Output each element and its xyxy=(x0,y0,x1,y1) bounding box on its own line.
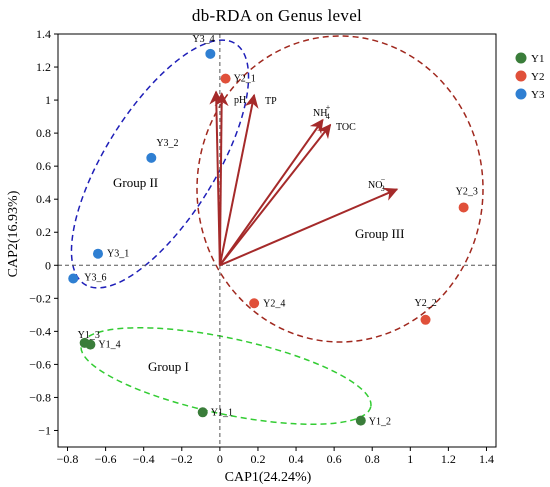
sample-point xyxy=(197,407,208,418)
x-tick-label: −0.6 xyxy=(95,452,117,466)
y-axis-label: CAP2(16.93%) xyxy=(6,190,21,277)
sample-point-label: Y3_2 xyxy=(156,138,178,149)
sample-point-label: Y3_1 xyxy=(107,249,129,260)
y-tick-label: −0.8 xyxy=(29,390,51,404)
sample-point-label: Y2_3 xyxy=(456,186,478,197)
sample-point-label: Y1_2 xyxy=(369,417,391,428)
sample-point xyxy=(85,339,96,350)
group-ellipse xyxy=(196,35,484,343)
chart-title: db-RDA on Genus level xyxy=(192,6,362,25)
legend: Y1 Y2 Y3 xyxy=(515,52,545,101)
group-label: Group III xyxy=(355,226,404,241)
x-axis-label: CAP1(24.24%) xyxy=(225,470,312,485)
y-tick-label: 1.2 xyxy=(36,60,51,74)
y-tick-label: 0.6 xyxy=(36,159,51,173)
env-vector-labels: pH TP NH+ 4 TOC NO− 3 xyxy=(234,95,386,193)
x-tick-label: 0.6 xyxy=(327,452,342,466)
sample-point xyxy=(146,152,157,163)
y-tick-label: 1 xyxy=(45,93,51,107)
sample-point-label: Y2_1 xyxy=(234,74,256,85)
sample-point xyxy=(68,273,79,284)
env-label-nh4: NH+ 4 xyxy=(313,103,331,121)
plot-frame xyxy=(57,33,497,448)
sample-point xyxy=(355,415,366,426)
y-tick-label: −0.2 xyxy=(29,291,51,305)
y-tick-label: 0.2 xyxy=(36,225,51,239)
legend-marker xyxy=(515,52,527,64)
x-tick-label: 0.4 xyxy=(289,452,304,466)
sample-point-label: Y3_6 xyxy=(84,272,106,283)
x-tick-label: 1 xyxy=(407,452,413,466)
env-vector-arrow xyxy=(219,123,332,266)
env-vectors xyxy=(209,90,399,267)
sample-point xyxy=(249,298,260,309)
x-tick-label: 0.8 xyxy=(365,452,380,466)
sample-point xyxy=(205,48,216,59)
x-tick-label: 0.2 xyxy=(250,452,265,466)
group-label: Group II xyxy=(113,175,158,190)
legend-marker xyxy=(515,88,527,100)
legend-label: Y3 xyxy=(531,89,545,101)
x-tick-label: 0 xyxy=(217,452,223,466)
y-tick-label: 0.4 xyxy=(36,192,51,206)
env-vector-arrow xyxy=(219,187,399,267)
y-tick-label: 1.4 xyxy=(36,27,51,41)
sample-points: Y1_1 Y1_2 Y1_3Y1_4 Y2_1 Y2_2 Y2_3 Y2_4 Y3_4 Y3_2… xyxy=(68,34,478,428)
group-labels: Group I Group II Group III xyxy=(113,175,404,374)
env-label-ph: pH xyxy=(234,95,246,106)
legend-label: Y2 xyxy=(531,71,544,83)
group-label: Group I xyxy=(148,359,189,374)
sample-point xyxy=(458,202,469,213)
x-tick-label: −0.2 xyxy=(171,452,193,466)
env-label-tp: TP xyxy=(265,96,277,107)
sample-point-label: Y3_4 xyxy=(192,34,214,45)
env-label-toc: TOC xyxy=(336,122,356,133)
legend-marker xyxy=(515,70,527,82)
sample-point xyxy=(220,73,231,84)
x-tick-label: −0.4 xyxy=(133,452,155,466)
x-tick-label: 1.4 xyxy=(479,452,494,466)
x-axis-ticks: −0.8 −0.6 −0.4 −0.2 0 0.2 0.4 0.6 0.8 1 1.2 1.4 xyxy=(57,447,494,466)
y-tick-label: −1 xyxy=(38,423,51,437)
sample-point xyxy=(420,314,431,325)
group-ellipse xyxy=(80,326,372,426)
env-label-no3: NO− 3 xyxy=(368,175,386,193)
x-tick-label: −0.8 xyxy=(57,452,79,466)
y-tick-label: −0.6 xyxy=(29,357,51,371)
group-ellipses xyxy=(70,35,484,426)
x-tick-label: 1.2 xyxy=(441,452,456,466)
legend-label: Y1 xyxy=(531,53,544,65)
sample-point-label: Y1_3 xyxy=(78,330,100,341)
y-tick-label: 0.8 xyxy=(36,126,51,140)
y-tick-label: 0 xyxy=(45,258,51,272)
env-vector-arrow xyxy=(219,118,324,266)
env-vector-arrow xyxy=(214,92,229,266)
sample-point-label: Y1_4 xyxy=(98,340,120,351)
group-ellipse xyxy=(70,39,250,289)
sample-point-label: Y1_1 xyxy=(211,407,233,418)
y-axis-ticks: −1 −0.8 −0.6 −0.4 −0.2 0 0.2 0.4 0.6 0.8 1 1.2 1.4 xyxy=(29,27,58,437)
sample-point-label: Y2_4 xyxy=(263,298,285,309)
y-tick-label: −0.4 xyxy=(29,324,51,338)
env-vector-arrow xyxy=(218,93,259,266)
sample-point xyxy=(92,248,103,259)
sample-point-label: Y2_2 xyxy=(415,298,437,309)
